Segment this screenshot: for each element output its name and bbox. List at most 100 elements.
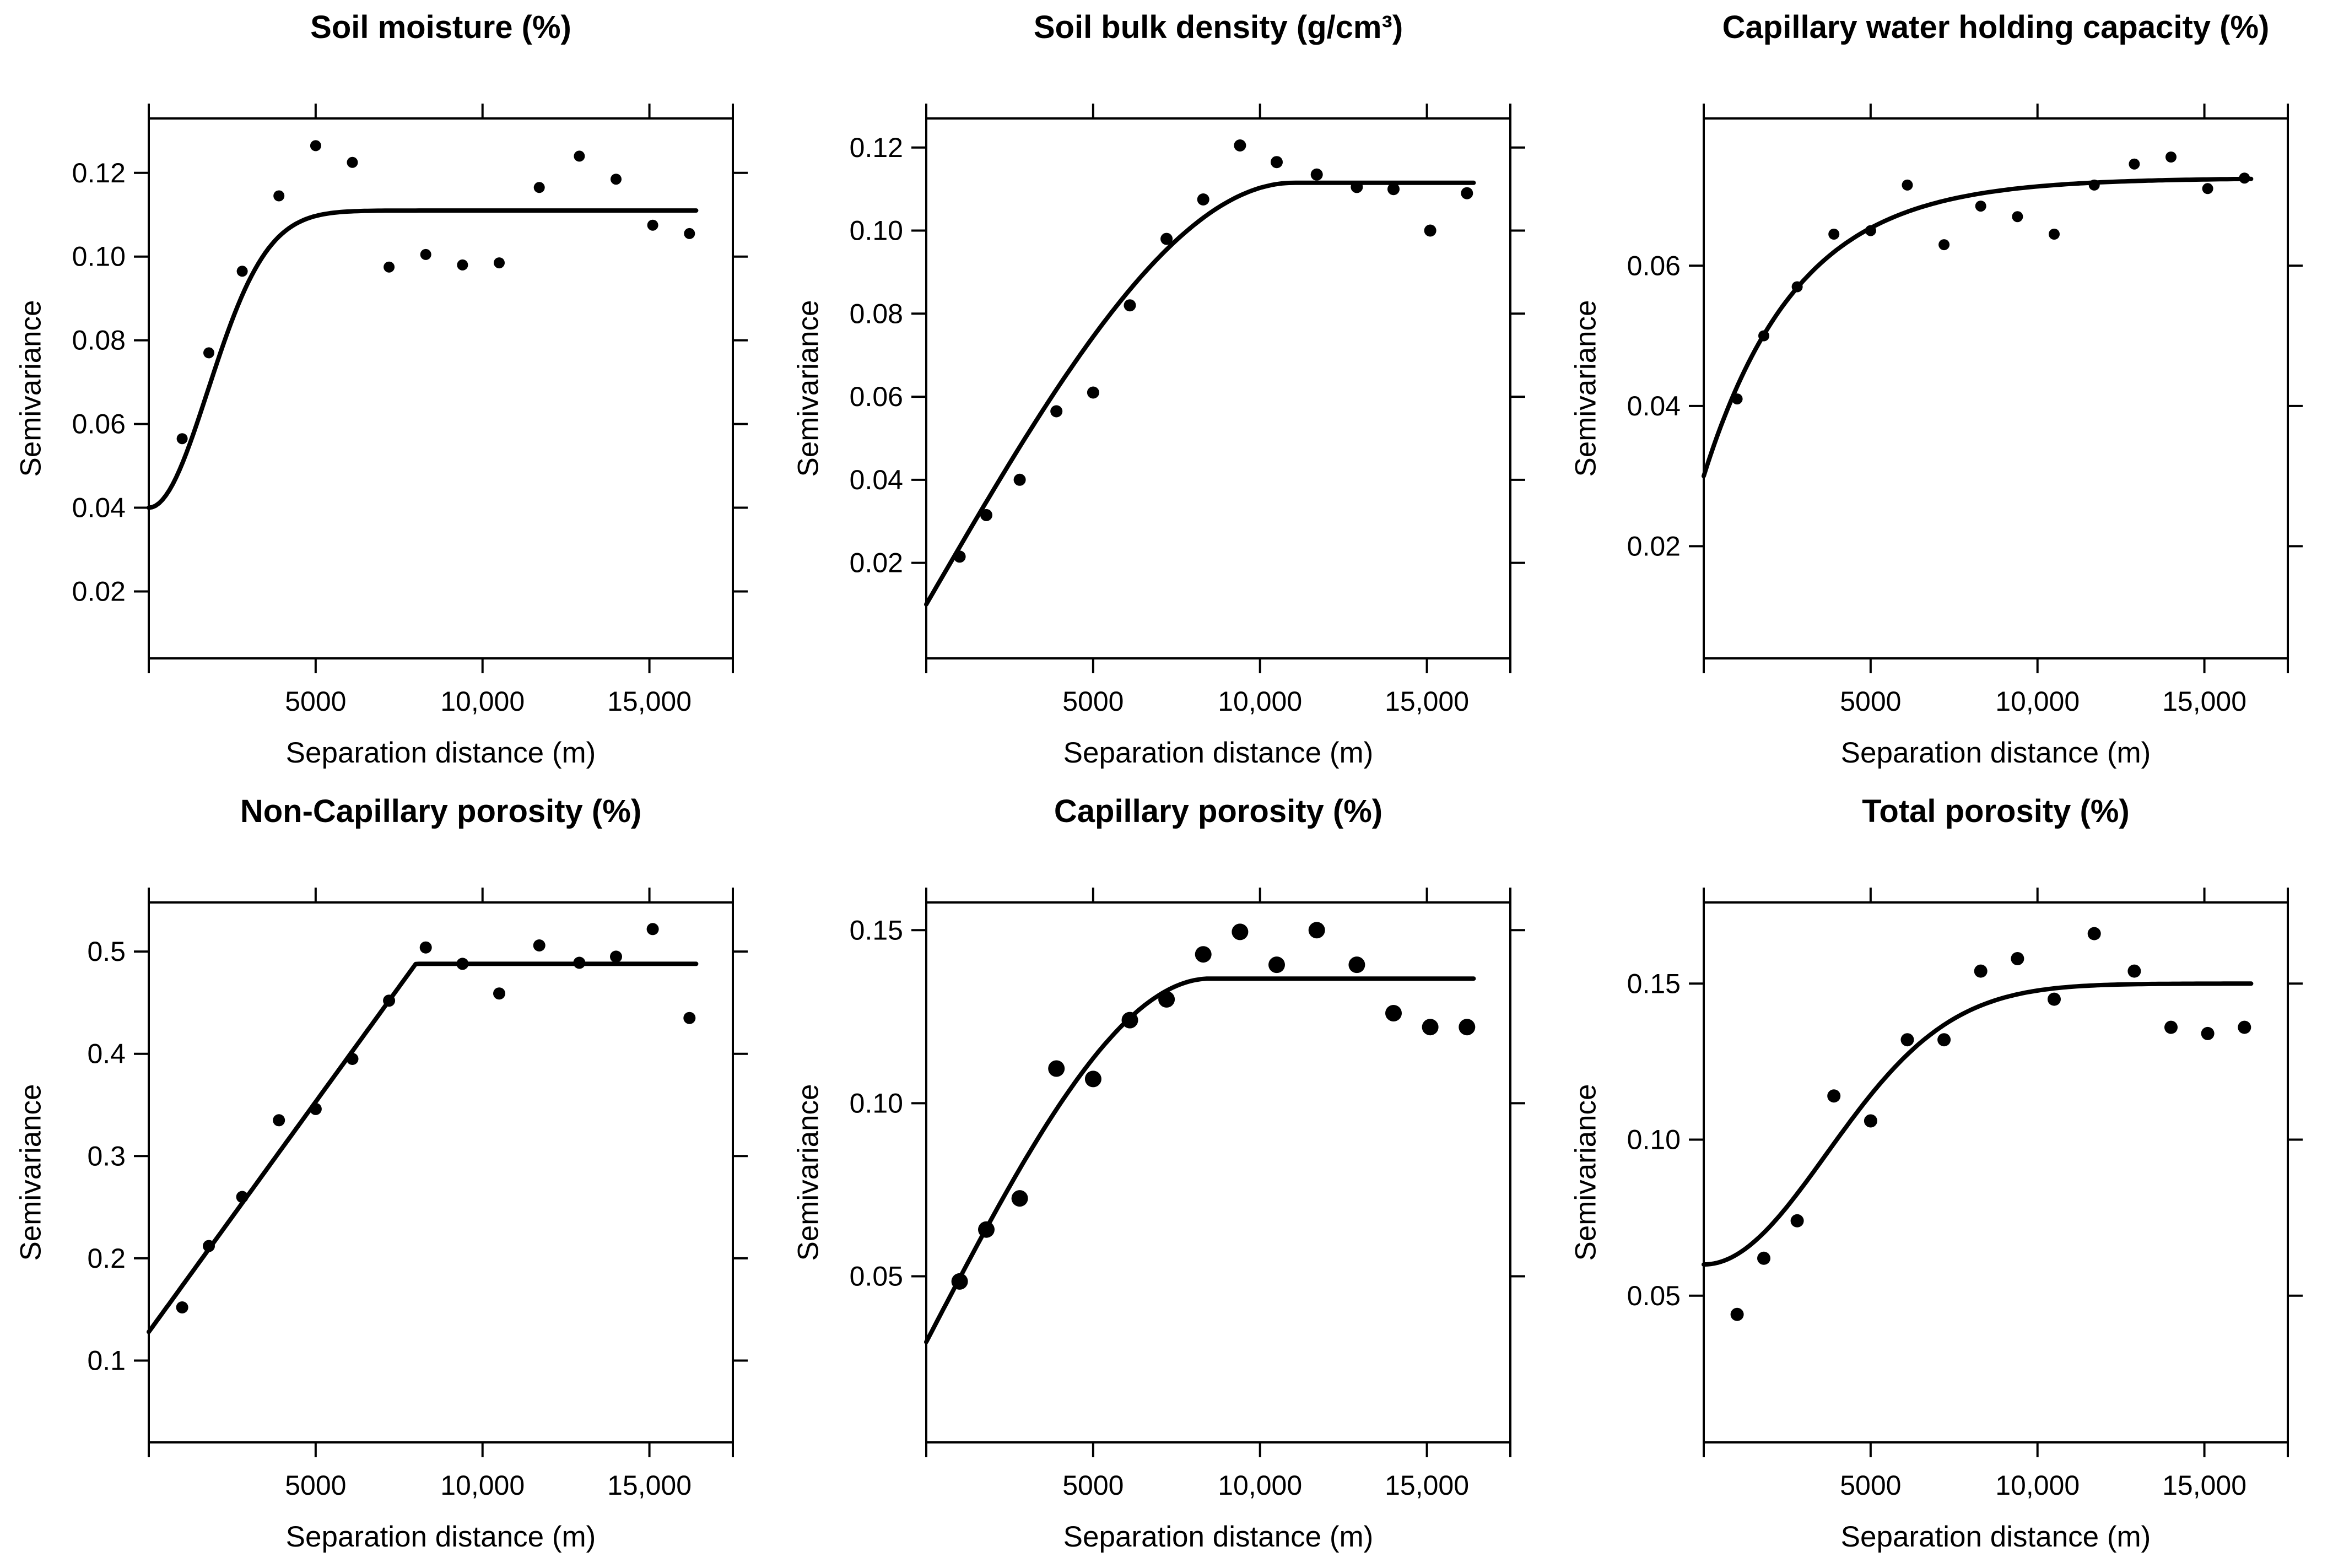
x-tick-label: 10,000 xyxy=(440,1470,525,1501)
data-point xyxy=(2048,992,2061,1006)
variogram-plot-soil-bulk-density: 5000 10,000 15,000 0.02 0.04 0.06 0.08 0.10 0.12 xyxy=(850,104,1525,717)
data-point xyxy=(2088,179,2100,191)
y-tick-label: 0.02 xyxy=(72,576,126,607)
plot-box xyxy=(1703,901,2289,1443)
x-tick-label: 5000 xyxy=(285,1470,346,1501)
data-point xyxy=(1268,956,1285,974)
data-point xyxy=(273,190,285,202)
y-tick-label: 0.08 xyxy=(72,325,126,356)
y-tick-label: 0.3 xyxy=(87,1140,126,1171)
data-point xyxy=(1864,1114,1877,1128)
data-point xyxy=(1084,1070,1101,1088)
data-point xyxy=(1195,946,1212,963)
x-axis-title: Separation distance (m) xyxy=(1063,1521,1374,1553)
data-point xyxy=(236,1191,249,1203)
data-point xyxy=(2239,172,2250,184)
data-point xyxy=(2201,1026,2215,1040)
data-point xyxy=(2164,1020,2178,1034)
data-point xyxy=(203,1240,215,1252)
model-curve xyxy=(147,208,699,510)
data-point xyxy=(493,987,505,1000)
plot-box xyxy=(148,901,734,1443)
x-tick-label: 5000 xyxy=(1840,1470,1901,1501)
data-point xyxy=(953,550,966,563)
data-point xyxy=(647,219,658,231)
tick-labels: 5000 10,000 15,000 0.1 0.2 0.3 0.4 0.5 xyxy=(87,936,692,1501)
x-tick-label: 10,000 xyxy=(1995,1470,2080,1501)
data-point xyxy=(533,939,546,951)
data-point xyxy=(457,259,468,271)
variogram-plot-total-porosity: 5000 10,000 15,000 0.05 0.10 0.15 xyxy=(1627,888,2303,1501)
y-tick-label: 0.04 xyxy=(72,493,126,523)
y-tick-label: 0.4 xyxy=(87,1039,126,1069)
y-tick-label: 0.05 xyxy=(1627,1280,1681,1311)
axis-ticks xyxy=(1689,104,2303,673)
axis-ticks xyxy=(1689,888,2303,1457)
data-point xyxy=(1385,1005,1402,1021)
data-point xyxy=(1461,187,1473,199)
data-point xyxy=(573,956,586,969)
y-tick-label: 0.12 xyxy=(72,158,126,188)
data-point xyxy=(1348,956,1365,974)
data-points xyxy=(1731,152,2250,405)
x-axis-title: Separation distance (m) xyxy=(1840,737,2151,769)
data-point xyxy=(2087,927,2101,940)
data-point xyxy=(347,156,358,168)
y-tick-label: 0.04 xyxy=(850,464,903,495)
data-point xyxy=(2011,952,2024,965)
model-curve xyxy=(924,976,1476,1344)
tick-labels: 5000 10,000 15,000 0.05 0.10 0.15 xyxy=(850,915,1469,1501)
y-tick-label: 0.06 xyxy=(1627,250,1681,281)
x-tick-label: 5000 xyxy=(285,686,346,717)
plot-box xyxy=(925,117,1511,659)
data-point xyxy=(1158,991,1175,1008)
plot-box xyxy=(148,117,734,659)
data-point xyxy=(684,228,695,239)
data-point xyxy=(1731,393,1743,405)
data-point xyxy=(1050,405,1063,418)
data-point xyxy=(1351,181,1363,193)
y-tick-label: 0.2 xyxy=(87,1243,126,1274)
data-point xyxy=(533,182,545,193)
y-tick-label: 0.02 xyxy=(850,548,903,578)
data-point xyxy=(610,950,622,963)
panel-soil-bulk-density: Soil bulk density (g/cm³) 5000 10,000 15,0… xyxy=(777,0,1555,784)
y-tick-label: 0.06 xyxy=(72,409,126,440)
data-point xyxy=(1758,330,1769,342)
y-axis-title: Semivariance xyxy=(1569,1084,1602,1261)
x-tick-label: 10,000 xyxy=(1218,686,1302,717)
data-point xyxy=(346,1053,359,1065)
data-point xyxy=(494,257,505,269)
data-point xyxy=(419,941,432,954)
data-point xyxy=(309,1102,322,1115)
x-axis-title: Separation distance (m) xyxy=(285,737,596,769)
panel-capillary-water-holding-capacity: Capillary water holding capacity (%) 500… xyxy=(1555,0,2332,784)
data-point xyxy=(1974,964,1988,978)
data-point xyxy=(2129,158,2140,170)
x-tick-label: 15,000 xyxy=(607,686,692,717)
tick-labels: 5000 10,000 15,000 0.02 0.04 0.06 0.08 0.10 0.12 xyxy=(850,132,1469,717)
x-tick-label: 15,000 xyxy=(2162,1470,2246,1501)
y-tick-label: 0.10 xyxy=(850,1088,903,1118)
y-tick-label: 0.02 xyxy=(1627,531,1681,561)
data-point xyxy=(1124,299,1136,312)
plot-box xyxy=(925,901,1511,1443)
x-tick-label: 10,000 xyxy=(1995,686,2080,717)
variogram-plot-non-capillary-porosity: 5000 10,000 15,000 0.1 0.2 0.3 0.4 0.5 xyxy=(87,888,748,1501)
x-axis-title: Separation distance (m) xyxy=(1063,737,1374,769)
panel-title: Non-Capillary porosity (%) xyxy=(240,793,642,829)
y-tick-label: 0.1 xyxy=(87,1345,126,1376)
data-point xyxy=(646,923,659,936)
data-point xyxy=(1011,1190,1028,1207)
data-point xyxy=(236,266,248,277)
data-point xyxy=(1865,225,1876,236)
data-point xyxy=(2202,183,2213,194)
tick-labels: 5000 10,000 15,000 0.02 0.04 0.06 0.08 0.10 0.12 xyxy=(72,158,692,717)
y-tick-label: 0.15 xyxy=(850,915,903,945)
axis-ticks xyxy=(134,888,748,1457)
y-tick-label: 0.05 xyxy=(850,1261,903,1291)
variogram-plot-soil-moisture: 5000 10,000 15,000 0.02 0.04 0.06 0.08 0.10 0.12 xyxy=(72,104,748,717)
tick-labels: 5000 10,000 15,000 0.02 0.04 0.06 xyxy=(1627,250,2246,717)
tick-labels: 5000 10,000 15,000 0.05 0.10 0.15 xyxy=(1627,968,2246,1501)
data-points xyxy=(176,923,696,1313)
